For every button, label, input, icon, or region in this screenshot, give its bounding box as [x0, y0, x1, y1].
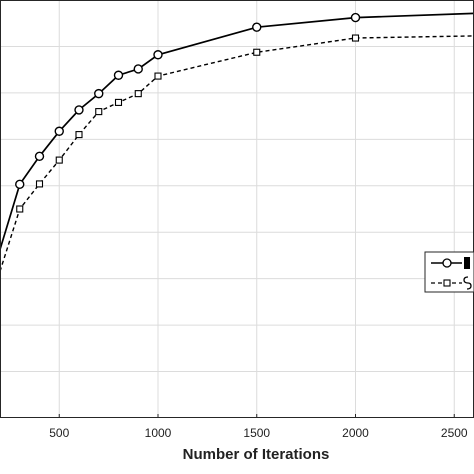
series-2-point [35, 180, 44, 188]
series-layer [0, 12, 474, 272]
x-tick-label: 500 [49, 426, 69, 440]
series-1-point [153, 50, 163, 60]
series-2-point [351, 34, 360, 42]
legend-text-fragment-2 [463, 276, 472, 290]
x-tick-label: 1500 [243, 426, 270, 440]
x-axis-label: Number of Iterations [183, 446, 330, 463]
series-2-point [154, 72, 162, 80]
series-1-point [350, 12, 361, 23]
series-2-point [134, 90, 142, 98]
legend [424, 251, 474, 293]
x-tick-label: 1000 [145, 426, 172, 440]
series-1-line [0, 12, 474, 250]
x-tick-labels: 500 1000 1500 2000 2500 [49, 414, 468, 440]
series-1-point [15, 179, 25, 190]
series-2-point [55, 156, 63, 164]
plot-frame [0, 0, 474, 418]
legend-marker-series-1 [442, 258, 452, 268]
series-2-point [114, 98, 123, 106]
series-2-point [16, 205, 24, 213]
series-1-point [133, 64, 143, 74]
series-2-point [253, 48, 261, 56]
legend-marker-series-2 [443, 279, 451, 287]
series-2-line [0, 35, 474, 272]
series-1-point [54, 126, 64, 136]
series-2-point [95, 108, 103, 116]
series-1-point [113, 70, 124, 80]
grid-lines [0, 0, 474, 418]
series-2-point [75, 131, 83, 139]
x-tick-label: 2500 [441, 426, 468, 440]
series-1-point [34, 151, 45, 162]
series-1-point [74, 105, 84, 115]
legend-text-fragment-1 [464, 257, 470, 269]
series-1-point [94, 88, 104, 99]
x-tick-label: 2000 [342, 426, 369, 440]
series-1-point [252, 22, 262, 32]
